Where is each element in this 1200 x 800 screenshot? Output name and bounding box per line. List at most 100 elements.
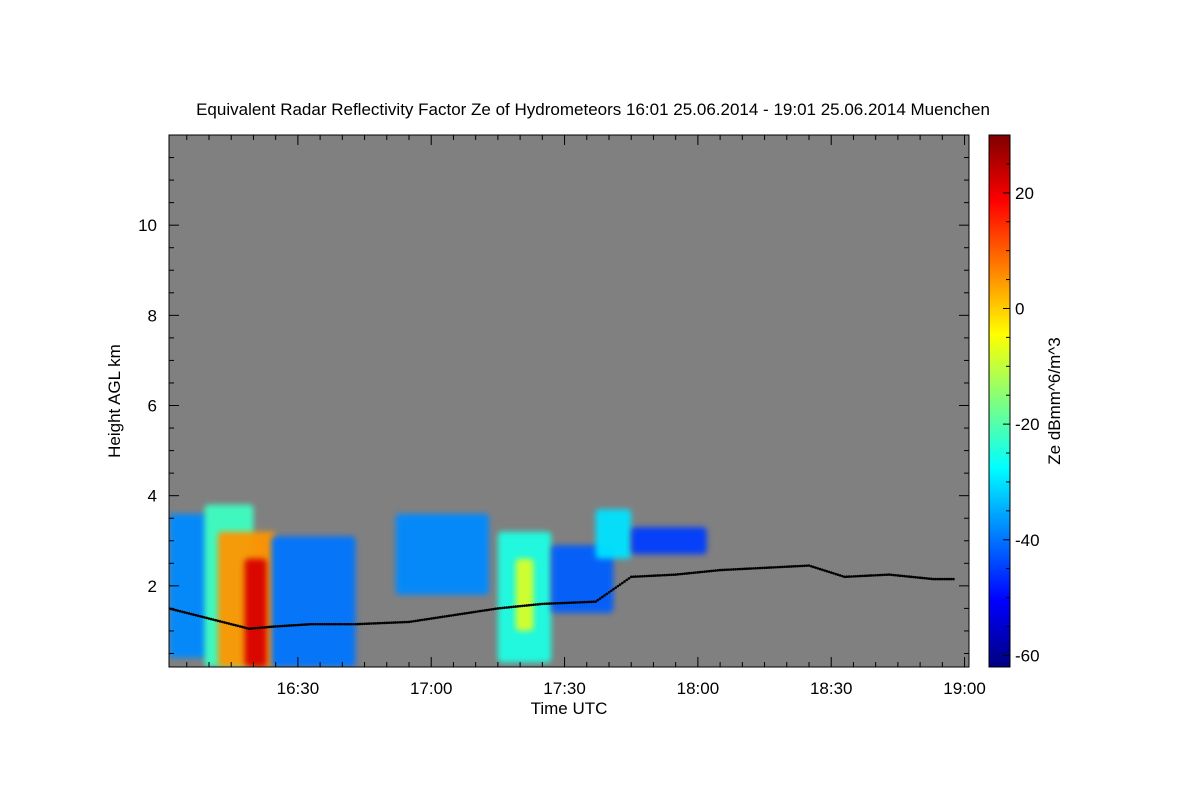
cloud-base-point: [903, 574, 906, 578]
cloud-base-point: [941, 577, 944, 581]
cloud-base-point: [338, 622, 342, 626]
cloud-base-point: [583, 600, 586, 604]
cloud-base-point: [463, 612, 466, 615]
cloud-base-point: [345, 622, 349, 626]
cloud-base-point: [734, 567, 737, 571]
cloud-base-point: [201, 615, 204, 619]
cloud-base-point: [323, 622, 326, 626]
cloud-base-point: [458, 612, 462, 616]
cloud-base-point: [887, 573, 891, 576]
cloud-base-point: [465, 611, 469, 615]
cloud-base-point: [789, 565, 793, 568]
cloud-base-point: [325, 622, 329, 626]
cloud-base-point: [303, 623, 306, 626]
cloud-base-point: [638, 575, 642, 578]
cloud-base-point: [832, 572, 835, 575]
cloud-base-point: [525, 604, 529, 607]
cloud-base-point: [783, 565, 786, 569]
cloud-base-point: [558, 601, 562, 605]
cloud-base-point: [852, 575, 855, 578]
x-tick-label: 17:00: [410, 679, 453, 698]
cloud-base-point: [205, 616, 209, 620]
cloud-base-point: [867, 574, 871, 577]
cloud-base-point: [701, 570, 704, 574]
cloud-base-point: [225, 621, 229, 625]
cloud-base-point: [194, 613, 197, 617]
x-tick-label: 19:00: [943, 679, 986, 698]
cloud-base-point: [329, 622, 333, 626]
cloud-base-point: [561, 601, 564, 605]
cloud-base-point: [849, 575, 853, 578]
cloud-base-point: [503, 606, 506, 610]
y-axis: 2 4 6 8 10: [138, 134, 969, 654]
cloud-base-point: [807, 564, 811, 567]
echo-layer: [169, 504, 707, 667]
cloud-base-point: [889, 573, 893, 577]
cloud-base-point: [823, 569, 826, 572]
cloud-base-point: [914, 575, 917, 579]
cloud-base-point: [294, 623, 297, 627]
cloud-base-point: [756, 566, 760, 570]
cloud-base-point: [472, 610, 475, 614]
cloud-base-point: [678, 572, 682, 576]
cloud-base-point: [723, 568, 726, 572]
cloud-base-point: [894, 573, 897, 577]
cloud-base-point: [569, 601, 573, 604]
cloud-base-point: [245, 626, 249, 630]
cloud-base-point: [707, 569, 711, 573]
cloud-base-point: [585, 600, 589, 604]
cloud-base-point: [652, 574, 655, 578]
colorbar-axis: 20 0 -20 -40 -60: [1003, 134, 1040, 665]
cloud-base-point: [547, 602, 551, 605]
cloud-base-point: [321, 622, 324, 626]
cloud-base-point: [705, 570, 709, 573]
cloud-base-point: [741, 567, 744, 571]
cloud-base-point: [563, 601, 566, 605]
cloud-base-point: [358, 622, 362, 626]
echo-region: [169, 513, 209, 658]
cloud-base-point: [647, 574, 651, 578]
cloud-base-point: [781, 565, 784, 569]
cloud-base-point: [685, 572, 689, 575]
cloud-base-point: [549, 602, 553, 605]
cloud-base-point: [827, 570, 831, 574]
cloud-base-point: [923, 576, 926, 580]
cloud-base-point: [265, 625, 269, 629]
echo-region: [551, 545, 614, 613]
cloud-base-point: [618, 583, 622, 586]
cloud-base-point: [229, 622, 233, 626]
cloud-base-point: [698, 570, 702, 574]
cloud-base-point: [681, 572, 684, 576]
cloud-base-point: [498, 606, 502, 610]
cloud-base-point: [863, 574, 866, 578]
cloud-base-point: [209, 617, 213, 621]
cloud-base-point: [892, 573, 895, 577]
cloud-base-point: [183, 611, 186, 614]
cloud-base-point: [847, 575, 851, 578]
cloud-base-point: [938, 577, 942, 581]
cloud-base-point: [405, 620, 409, 624]
cloud-base-point: [389, 621, 393, 624]
cloud-base-point: [316, 622, 320, 626]
cloud-base-point: [441, 615, 444, 619]
cloud-base-point: [274, 625, 277, 628]
cloud-base-point: [729, 568, 733, 571]
cloud-base-point: [592, 600, 595, 604]
colorbar-tick-label: -20: [1015, 415, 1040, 434]
cloud-base-point: [374, 622, 377, 625]
cloud-base-point: [518, 604, 522, 608]
x-tick-label: 17:30: [543, 679, 586, 698]
cloud-base-point: [263, 626, 266, 629]
cloud-base-point: [898, 574, 902, 578]
cloud-base-point: [909, 575, 913, 579]
cloud-base-point: [401, 620, 404, 624]
cloud-base-point: [285, 624, 289, 628]
cloud-base-point: [489, 608, 493, 611]
cloud-base-point: [352, 622, 355, 626]
cloud-base-point: [361, 622, 364, 626]
cloud-base-point: [476, 610, 480, 613]
cloud-base-point: [196, 614, 200, 618]
cloud-base-point: [765, 566, 769, 570]
echo-region: [515, 558, 534, 631]
cloud-base-point: [683, 572, 686, 575]
